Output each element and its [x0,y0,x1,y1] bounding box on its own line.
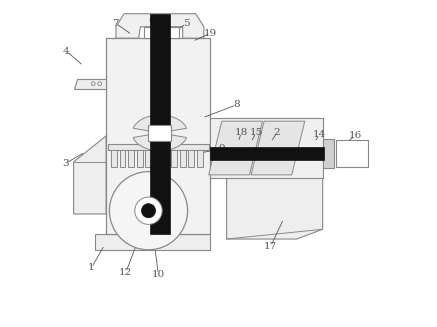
Bar [120,150,125,167]
Bar [144,27,180,38]
Bar [163,150,168,167]
Bar [210,118,323,178]
Bar [210,147,324,160]
Bar [111,150,117,167]
Bar [323,139,334,168]
Polygon shape [116,14,204,38]
Text: 18: 18 [235,128,248,137]
Bar [154,150,160,167]
Bar [108,144,209,150]
Polygon shape [73,136,106,214]
Text: 17: 17 [264,242,277,251]
Text: 9: 9 [218,144,225,153]
Polygon shape [209,121,263,175]
Text: 2: 2 [274,128,281,137]
Circle shape [135,197,162,224]
Text: 19: 19 [204,29,217,38]
Circle shape [142,204,156,218]
Bar [149,125,171,141]
Text: 4: 4 [63,47,70,56]
Bar [197,150,203,167]
Text: 16: 16 [349,131,362,140]
Text: 5: 5 [183,19,189,28]
Bar [137,150,142,167]
Polygon shape [227,178,323,239]
Polygon shape [133,115,187,133]
Polygon shape [133,133,187,151]
Bar [106,38,210,233]
Bar [180,150,186,167]
Text: 12: 12 [119,268,132,277]
Bar [188,150,194,167]
Text: 15: 15 [250,128,263,137]
Polygon shape [73,79,106,89]
Bar [336,140,368,167]
Bar [150,14,170,233]
Bar [95,233,210,250]
Text: 6: 6 [149,16,155,25]
Text: 14: 14 [313,130,326,139]
Text: 7: 7 [113,19,119,28]
Text: 3: 3 [62,159,69,168]
Circle shape [109,172,187,250]
Text: 10: 10 [152,270,165,279]
Text: 1: 1 [88,263,95,272]
Bar [128,150,134,167]
Bar [146,150,151,167]
Text: 8: 8 [233,100,240,110]
Bar [171,150,177,167]
Polygon shape [251,121,305,175]
